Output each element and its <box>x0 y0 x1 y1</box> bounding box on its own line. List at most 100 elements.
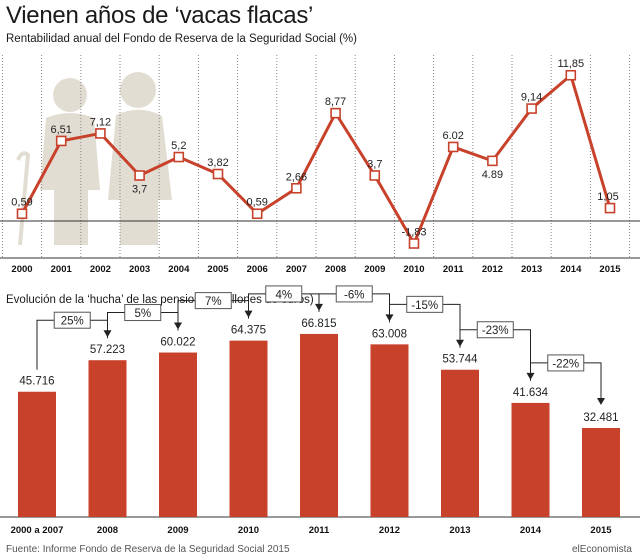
data-point-2003 <box>134 170 145 181</box>
line-chart-x-ticks: 2000 2001 2002 2003 2004 2005 2006 2007 2008 2009… <box>11 264 621 275</box>
bar-2008 <box>88 360 127 517</box>
x-tick-2013: 2013 <box>521 264 542 275</box>
bar-2015 <box>582 428 620 517</box>
change-box-1 <box>124 304 162 322</box>
bar-category-2008: 2008 <box>97 525 118 536</box>
bar-2011 <box>300 333 338 517</box>
data-label-2010: -1,83 <box>401 227 426 239</box>
x-tick-2015: 2015 <box>599 264 621 275</box>
change-label-2: 7% <box>205 296 222 308</box>
bar-2009 <box>159 352 197 517</box>
x-tick-2008: 2008 <box>325 264 346 275</box>
x-tick-2005: 2005 <box>207 264 229 275</box>
bar-value-2011: 66.815 <box>301 318 336 330</box>
data-label-2012: 4.89 <box>482 169 503 181</box>
bar-category-2014: 2014 <box>520 525 542 536</box>
data-point-2008 <box>330 107 341 119</box>
bar-category-2012: 2012 <box>379 525 400 536</box>
bar-value-2009: 60.022 <box>160 337 195 349</box>
data-point-2000 <box>16 208 28 220</box>
data-point-2007 <box>291 182 302 194</box>
bar-category-2015: 2015 <box>590 525 612 536</box>
x-tick-2009: 2009 <box>364 264 385 275</box>
change-label-1: 5% <box>134 308 151 320</box>
line-chart-subtitle: Rentabilidad anual del Fondo de Reserva … <box>6 33 357 45</box>
change-box-3 <box>265 285 303 303</box>
data-point-2004 <box>173 151 185 163</box>
change-label-6: -23% <box>482 325 509 337</box>
elderly-couple-silhouette-icon <box>16 72 172 246</box>
bar-category-2009: 2009 <box>167 525 188 536</box>
data-label-2002: 7,12 <box>90 116 111 128</box>
credit-logo: elEconomista <box>571 544 632 555</box>
data-point-2002 <box>95 128 106 139</box>
x-tick-2014: 2014 <box>560 264 582 275</box>
change-label-3: 4% <box>275 289 292 301</box>
bar-chart-subtitle: Evolución de la ‘hucha’ de las pensiones… <box>6 294 314 306</box>
change-box-5 <box>406 295 444 313</box>
bar-category-2010: 2010 <box>238 525 259 536</box>
x-tick-2002: 2002 <box>90 264 111 275</box>
line-chart-grid <box>0 55 640 259</box>
bar-value-2008: 57.223 <box>90 344 125 356</box>
bar-2013 <box>441 369 479 517</box>
x-tick-2000: 2000 <box>11 264 32 275</box>
data-point-2005 <box>212 168 224 180</box>
data-label-2007: 2,66 <box>286 171 307 183</box>
change-box-4 <box>335 285 373 303</box>
line-chart: 0,59 6,51 7,12 3,7 5,2 3,82 0,59 2,66 8,77 3,7 -1,… <box>11 58 619 249</box>
data-point-2014 <box>565 69 577 81</box>
bar-2010 <box>229 340 268 517</box>
change-arrowhead-7 <box>597 398 605 406</box>
data-label-2009: 3,7 <box>367 158 382 170</box>
data-label-2011: 6.02 <box>442 130 463 142</box>
bar-2012 <box>370 344 409 517</box>
bar-value-2015: 32.481 <box>583 412 618 424</box>
data-label-2015: 1,05 <box>597 191 618 203</box>
x-tick-2012: 2012 <box>482 264 503 275</box>
data-point-2009 <box>369 170 381 181</box>
data-label-2000: 0,59 <box>11 197 32 209</box>
x-tick-2003: 2003 <box>129 264 150 275</box>
bar-category-2013: 2013 <box>449 525 470 536</box>
figure-cane <box>16 151 31 246</box>
data-point-2006 <box>251 208 263 220</box>
change-box-0 <box>53 311 91 329</box>
bar-value-2012: 63.008 <box>372 328 407 340</box>
x-tick-2004: 2004 <box>168 264 190 275</box>
x-tick-2006: 2006 <box>247 264 268 275</box>
bar-2014 <box>511 402 550 517</box>
change-label-0: 25% <box>61 316 84 328</box>
change-box-7 <box>547 354 585 372</box>
bar-chart: 45.716 2000 a 2007 57.223 2008 60.022 2009 64.… <box>0 285 640 536</box>
data-point-2011 <box>447 141 459 153</box>
data-label-2005: 3,82 <box>207 157 228 169</box>
data-point-2001 <box>55 135 67 147</box>
bar-category-2000 a 2007: 2000 a 2007 <box>11 525 64 536</box>
data-point-2013 <box>526 103 537 114</box>
bar-value-2000 a 2007: 45.716 <box>19 376 54 388</box>
x-tick-2007: 2007 <box>286 264 307 275</box>
data-label-2001: 6,51 <box>50 124 71 136</box>
bar-value-2010: 64.375 <box>231 325 266 337</box>
figure-body-left <box>40 113 100 245</box>
source-note: Fuente: Informe Fondo de Reserva de la S… <box>6 544 290 555</box>
series-line <box>20 73 612 246</box>
data-label-2008: 8,77 <box>325 96 346 108</box>
figure-head-left <box>53 78 87 112</box>
bar-value-2013: 53.744 <box>442 354 478 366</box>
x-tick-2001: 2001 <box>51 264 73 275</box>
change-box-6 <box>476 321 514 339</box>
change-box-2 <box>194 292 232 310</box>
change-label-7: -22% <box>552 358 579 370</box>
data-label-2013: 9,14 <box>521 92 542 104</box>
x-tick-2010: 2010 <box>403 264 424 275</box>
data-label-2014: 11,85 <box>557 58 584 70</box>
page-title: Vienen años de ‘vacas flacas’ <box>6 2 314 29</box>
bar-category-2011: 2011 <box>309 525 330 536</box>
data-point-2010 <box>408 238 420 249</box>
bar-value-2014: 41.634 <box>513 387 549 399</box>
data-label-2003: 3,7 <box>132 183 147 195</box>
data-label-2006: 0,59 <box>246 197 267 209</box>
